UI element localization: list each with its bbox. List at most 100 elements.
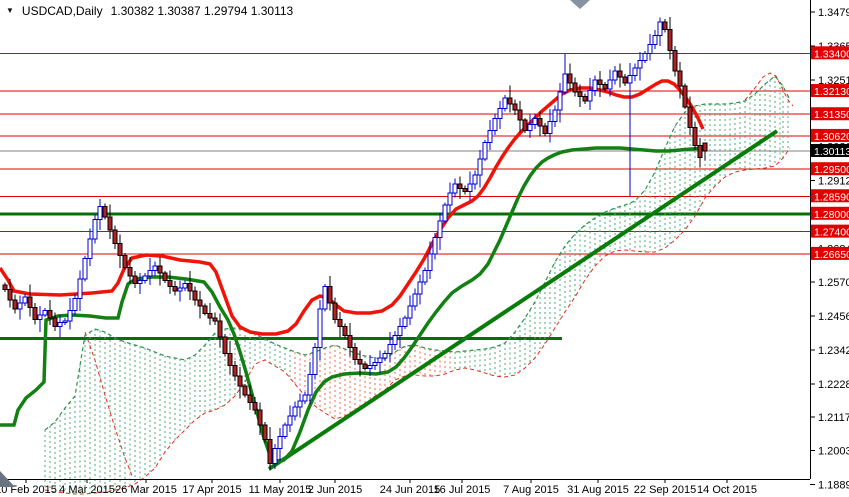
candle-body: [37, 314, 43, 320]
candle-body: [312, 347, 318, 375]
candle-body: [492, 118, 498, 132]
trendline: [267, 129, 779, 471]
y-axis-label: 1.22280: [818, 379, 849, 391]
level-price-box: [811, 84, 849, 98]
y-axis-label: 1.25700: [818, 277, 849, 289]
candle-body: [582, 95, 588, 102]
candle-body: [77, 278, 83, 299]
candle-body: [127, 266, 133, 277]
candle-body: [162, 272, 168, 282]
candle-body: [497, 107, 503, 120]
candle-body: [437, 220, 443, 239]
candle-body: [337, 318, 343, 328]
candle-body: [617, 70, 623, 78]
y-axis-label: 1.24560: [818, 311, 849, 323]
candle-body: [292, 406, 298, 417]
candle-body: [657, 21, 663, 36]
y-axis-label: 1.18890: [818, 480, 849, 492]
candle-body: [252, 401, 258, 411]
candle-body: [207, 312, 213, 319]
candle-body: [72, 297, 78, 311]
candle-body: [432, 237, 438, 255]
candle-body: [142, 275, 148, 282]
candle-body: [512, 103, 518, 111]
candle-body: [372, 361, 378, 366]
y-axis-label: 1.23420: [818, 345, 849, 357]
candle-body: [527, 124, 533, 132]
candle-body: [222, 336, 228, 354]
candle-body: [157, 265, 163, 274]
candle-body: [82, 257, 88, 280]
candle-body: [227, 352, 233, 366]
candle-body: [487, 130, 493, 143]
candle-body: [452, 183, 458, 194]
x-axis-label: 31 Aug 2015: [567, 484, 629, 496]
candle-body: [22, 296, 28, 304]
candle-body: [247, 394, 253, 403]
candle-body: [542, 125, 548, 135]
candle-body: [167, 280, 173, 288]
candle-body: [352, 347, 358, 360]
candle-body: [592, 79, 598, 91]
level-price-box: [811, 206, 849, 220]
candle-body: [672, 49, 678, 72]
candle-body: [677, 70, 683, 87]
candle-body: [442, 204, 448, 222]
candle-body: [387, 344, 393, 354]
x-axis-label: 16 Jul 2015: [434, 484, 491, 496]
candle-body: [607, 79, 613, 90]
candle-body: [402, 317, 408, 328]
candle-body: [652, 34, 658, 45]
candle-body: [377, 357, 383, 363]
level-price-box: [811, 246, 849, 260]
candle-body: [567, 73, 573, 84]
candle-body: [187, 283, 193, 292]
y-axis-label: 1.29120: [818, 176, 849, 188]
candle-body: [242, 385, 248, 396]
y-axis-label: 1.32510: [818, 75, 849, 87]
level-price-box: [811, 224, 849, 238]
current-price-label: 1.30113: [814, 146, 849, 158]
candle-body: [632, 67, 638, 77]
candle-body: [467, 183, 473, 193]
candle-body: [562, 73, 568, 93]
candle-body: [47, 309, 53, 319]
candle-body: [192, 290, 198, 301]
candle-body: [457, 183, 463, 190]
candle-body: [272, 448, 278, 464]
candle-body: [2, 284, 8, 291]
candle-body: [477, 158, 483, 176]
candle-body: [107, 216, 113, 231]
candle-body: [397, 326, 403, 337]
candle-body: [217, 320, 223, 338]
candle-body: [182, 283, 188, 289]
candle-body: [347, 335, 353, 349]
candle-body: [327, 286, 333, 304]
candle-body: [557, 91, 563, 111]
x-axis-label: 26 Mar 2015: [115, 484, 177, 496]
candle-body: [152, 265, 158, 271]
cloud-upper-border: [44, 75, 791, 431]
x-axis-label: 17 Apr 2015: [182, 484, 241, 496]
level-price-label: 1.32130: [814, 86, 849, 98]
candle-body: [702, 142, 708, 152]
level-price-label: 1.29500: [814, 164, 849, 176]
candle-body: [67, 309, 73, 322]
candle-body: [577, 91, 583, 97]
candle-body: [137, 280, 143, 285]
candle-body: [7, 289, 13, 301]
candle-body: [257, 409, 263, 426]
x-axis-label: 7 Aug 2015: [503, 484, 559, 496]
chart-title: ▼ USDCAD,Daily 1.30382 1.30387 1.29794 1…: [6, 4, 293, 18]
candle-body: [62, 320, 68, 323]
candle-body: [637, 60, 643, 69]
candle-body: [277, 436, 283, 450]
candle-body: [507, 97, 513, 105]
candle-body: [627, 75, 633, 84]
candle-body: [297, 400, 303, 408]
level-price-box: [811, 128, 849, 142]
x-axis-label: 4 Mar 2015: [59, 484, 115, 496]
level-price-label: 1.27400: [814, 227, 849, 239]
y-axis-label: 1.20030: [818, 446, 849, 458]
